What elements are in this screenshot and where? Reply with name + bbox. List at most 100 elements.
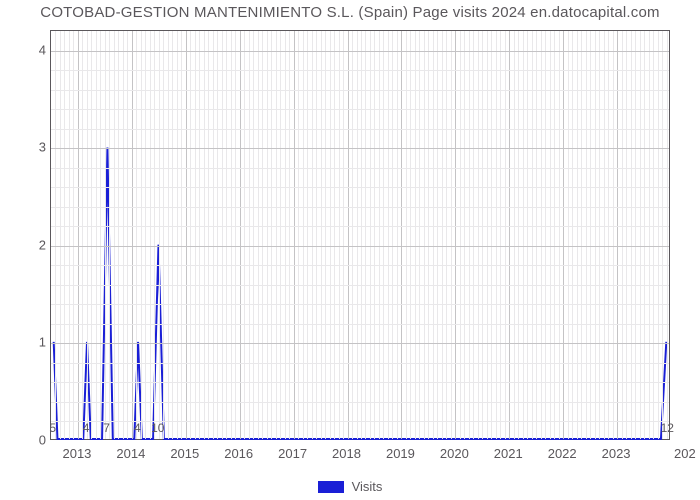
- grid-minor-v: [374, 31, 375, 439]
- grid-major-v: [617, 31, 618, 439]
- grid-minor-v: [397, 31, 398, 439]
- grid-minor-h: [51, 402, 669, 403]
- grid-minor-v: [208, 31, 209, 439]
- grid-major-h: [51, 343, 669, 344]
- grid-minor-h: [51, 187, 669, 188]
- grid-minor-v: [419, 31, 420, 439]
- data-point-label: 12: [661, 421, 674, 435]
- grid-minor-v: [303, 31, 304, 439]
- grid-minor-v: [635, 31, 636, 439]
- grid-minor-v: [604, 31, 605, 439]
- grid-minor-v: [280, 31, 281, 439]
- grid-minor-v: [105, 31, 106, 439]
- grid-minor-v: [415, 31, 416, 439]
- grid-minor-v: [496, 31, 497, 439]
- x-tick-label: 2013: [62, 446, 91, 461]
- grid-minor-v: [334, 31, 335, 439]
- grid-minor-h: [51, 70, 669, 71]
- grid-minor-v: [316, 31, 317, 439]
- grid-minor-v: [195, 31, 196, 439]
- legend-label: Visits: [352, 479, 383, 494]
- data-point-label: 4: [83, 421, 90, 435]
- grid-major-h: [51, 51, 669, 52]
- x-tick-label: 202: [674, 446, 696, 461]
- grid-minor-v: [586, 31, 587, 439]
- grid-minor-v: [446, 31, 447, 439]
- grid-minor-v: [388, 31, 389, 439]
- grid-minor-v: [478, 31, 479, 439]
- grid-minor-v: [141, 31, 142, 439]
- x-tick-label: 2019: [386, 446, 415, 461]
- grid-minor-v: [410, 31, 411, 439]
- grid-minor-v: [325, 31, 326, 439]
- grid-major-v: [78, 31, 79, 439]
- grid-minor-v: [181, 31, 182, 439]
- grid-minor-v: [370, 31, 371, 439]
- grid-minor-v: [545, 31, 546, 439]
- grid-minor-v: [469, 31, 470, 439]
- data-point-label: 4: [134, 421, 141, 435]
- grid-minor-v: [330, 31, 331, 439]
- grid-minor-v: [590, 31, 591, 439]
- grid-minor-v: [433, 31, 434, 439]
- grid-minor-v: [473, 31, 474, 439]
- grid-minor-v: [213, 31, 214, 439]
- grid-minor-v: [60, 31, 61, 439]
- x-tick-label: 2023: [602, 446, 631, 461]
- grid-minor-v: [87, 31, 88, 439]
- grid-minor-v: [487, 31, 488, 439]
- grid-minor-v: [644, 31, 645, 439]
- grid-minor-v: [145, 31, 146, 439]
- grid-minor-v: [136, 31, 137, 439]
- grid-minor-v: [568, 31, 569, 439]
- grid-minor-v: [667, 31, 668, 439]
- grid-minor-v: [73, 31, 74, 439]
- grid-minor-h: [51, 168, 669, 169]
- grid-minor-v: [258, 31, 259, 439]
- grid-major-v: [186, 31, 187, 439]
- grid-minor-v: [653, 31, 654, 439]
- x-tick-label: 2015: [170, 446, 199, 461]
- grid-major-v: [401, 31, 402, 439]
- grid-minor-v: [491, 31, 492, 439]
- grid-minor-v: [64, 31, 65, 439]
- grid-minor-v: [267, 31, 268, 439]
- plot-area: [50, 30, 670, 440]
- x-tick-label: 2020: [440, 446, 469, 461]
- grid-minor-v: [658, 31, 659, 439]
- grid-minor-v: [276, 31, 277, 439]
- y-tick-label: 4: [6, 42, 46, 57]
- grid-minor-v: [622, 31, 623, 439]
- grid-minor-v: [312, 31, 313, 439]
- grid-minor-v: [392, 31, 393, 439]
- grid-minor-v: [298, 31, 299, 439]
- grid-minor-v: [235, 31, 236, 439]
- grid-minor-v: [199, 31, 200, 439]
- grid-minor-v: [505, 31, 506, 439]
- grid-major-v: [294, 31, 295, 439]
- x-tick-label: 2021: [494, 446, 523, 461]
- legend-swatch: [318, 481, 344, 493]
- grid-minor-v: [217, 31, 218, 439]
- x-tick-label: 2017: [278, 446, 307, 461]
- grid-minor-v: [253, 31, 254, 439]
- grid-minor-v: [190, 31, 191, 439]
- x-tick-label: 2016: [224, 446, 253, 461]
- grid-minor-v: [172, 31, 173, 439]
- grid-minor-v: [150, 31, 151, 439]
- grid-minor-v: [226, 31, 227, 439]
- grid-minor-h: [51, 304, 669, 305]
- grid-minor-v: [285, 31, 286, 439]
- grid-minor-v: [159, 31, 160, 439]
- grid-minor-v: [289, 31, 290, 439]
- grid-minor-v: [428, 31, 429, 439]
- grid-minor-h: [51, 226, 669, 227]
- y-tick-label: 2: [6, 237, 46, 252]
- grid-minor-v: [437, 31, 438, 439]
- grid-minor-v: [91, 31, 92, 439]
- grid-major-v: [563, 31, 564, 439]
- grid-minor-v: [118, 31, 119, 439]
- grid-minor-v: [343, 31, 344, 439]
- grid-minor-v: [527, 31, 528, 439]
- grid-minor-v: [482, 31, 483, 439]
